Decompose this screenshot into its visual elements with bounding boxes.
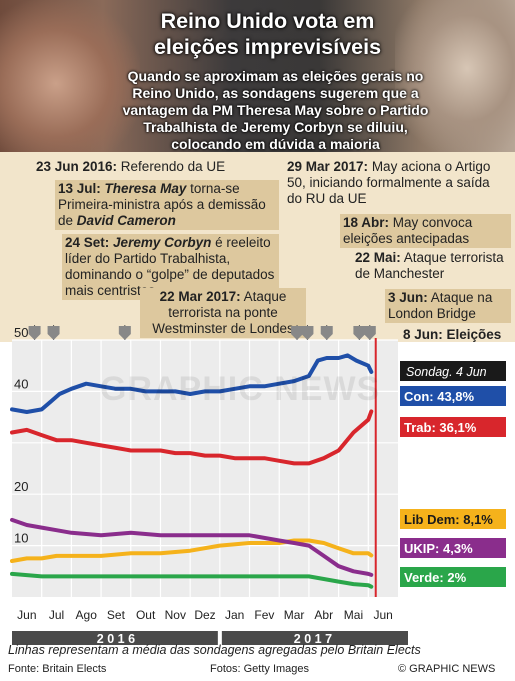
y-tick-label: 20 bbox=[14, 479, 28, 494]
legend-header: Sondag. 4 Jun bbox=[406, 365, 487, 379]
theresa-may-photo bbox=[0, 0, 140, 152]
series-line-libdem bbox=[10, 538, 374, 563]
series-line-verde bbox=[10, 571, 374, 589]
poll-chart: Sondag. 4 Jun Con: 43,8% Trab: 36,1% Lib De… bbox=[10, 325, 506, 645]
month-label: Out bbox=[136, 608, 156, 622]
legend-box-trab bbox=[400, 417, 506, 437]
jeremy-corbyn-photo bbox=[395, 0, 515, 152]
chart-title: Reino Unido vota em eleições imprevisíve… bbox=[153, 9, 382, 59]
event-theresa-may: 13 Jul: Theresa May torna-se Primeira-mi… bbox=[55, 180, 279, 230]
year-bar-2016 bbox=[12, 631, 218, 645]
events-timeline: 23 Jun 2016: Referendo da UE 13 Jul: The… bbox=[0, 152, 515, 342]
event-marker bbox=[28, 326, 41, 340]
legend-box-ukip bbox=[400, 538, 506, 558]
event-marker bbox=[118, 326, 131, 340]
month-label: Jan bbox=[225, 608, 244, 622]
month-label: Fev bbox=[254, 608, 274, 622]
month-label: Abr bbox=[314, 608, 333, 622]
header-banner: Reino Unido vota em eleições imprevisíve… bbox=[0, 0, 515, 152]
legend-box-verde bbox=[400, 567, 506, 587]
legend-header-box bbox=[400, 361, 506, 381]
event-marker bbox=[301, 326, 314, 340]
watermark: GRAPHIC NEWS bbox=[100, 370, 381, 408]
month-label: Mar bbox=[284, 608, 305, 622]
photo-credit: Fotos: Getty Images bbox=[210, 663, 310, 675]
year-label: 2 0 1 7 bbox=[294, 632, 332, 645]
series-line-ukip bbox=[10, 517, 374, 577]
legend-box-con bbox=[400, 386, 506, 406]
event-manchester-attack: 22 Mai: Ataque terrorista de Manchester bbox=[355, 250, 504, 281]
event-marker bbox=[47, 326, 60, 340]
legend-label-libdem: Lib Dem: 8,1% bbox=[404, 512, 493, 527]
month-label: Ago bbox=[76, 608, 98, 622]
event-marker bbox=[353, 326, 366, 340]
legend-box-libdem bbox=[400, 509, 506, 529]
event-london-bridge: 3 Jun: Ataque na London Bridge bbox=[385, 289, 511, 323]
y-tick-label: 40 bbox=[14, 376, 28, 391]
event-marker bbox=[320, 326, 333, 340]
footnote: Linhas representam a média das sondagens… bbox=[8, 643, 421, 657]
source-credit: Fonte: Britain Elects bbox=[8, 663, 107, 675]
series-line-con bbox=[10, 353, 374, 414]
month-label: Jul bbox=[49, 608, 64, 622]
month-label: Mai bbox=[344, 608, 363, 622]
legend-label-verde: Verde: 2% bbox=[404, 570, 467, 585]
month-label: Nov bbox=[165, 608, 186, 622]
graphic-news-credit: © GRAPHIC NEWS bbox=[398, 663, 496, 675]
event-election-day: 8 Jun: Eleições bbox=[403, 327, 502, 342]
legend-label-trab: Trab: 36,1% bbox=[404, 420, 477, 435]
series-line-trab bbox=[10, 409, 374, 466]
event-eu-referendum: 23 Jun 2016: Referendo da UE bbox=[36, 159, 226, 174]
event-article-50: 29 Mar 2017: May aciona o Artigo 50, ini… bbox=[287, 159, 491, 206]
month-label: Set bbox=[107, 608, 126, 622]
event-marker bbox=[291, 326, 304, 340]
year-label: 2 0 1 6 bbox=[97, 632, 135, 645]
y-tick-label: 50 bbox=[14, 325, 28, 340]
chart-subtitle: Quando se aproximam as eleições gerais n… bbox=[122, 68, 429, 152]
month-label: Jun bbox=[17, 608, 36, 622]
legend-label-ukip: UKIP: 4,3% bbox=[404, 541, 473, 556]
month-label: Dez bbox=[194, 608, 215, 622]
event-marker bbox=[363, 326, 376, 340]
month-label: Jun bbox=[373, 608, 392, 622]
event-westminster-attack: 22 Mar 2017: Ataque terrorista na ponte … bbox=[140, 288, 306, 338]
legend-label-con: Con: 43,8% bbox=[404, 389, 475, 404]
year-bar-2017 bbox=[221, 631, 408, 645]
y-tick-label: 10 bbox=[14, 531, 28, 546]
event-early-election: 18 Abr: May convoca eleições antecipadas bbox=[340, 214, 511, 248]
